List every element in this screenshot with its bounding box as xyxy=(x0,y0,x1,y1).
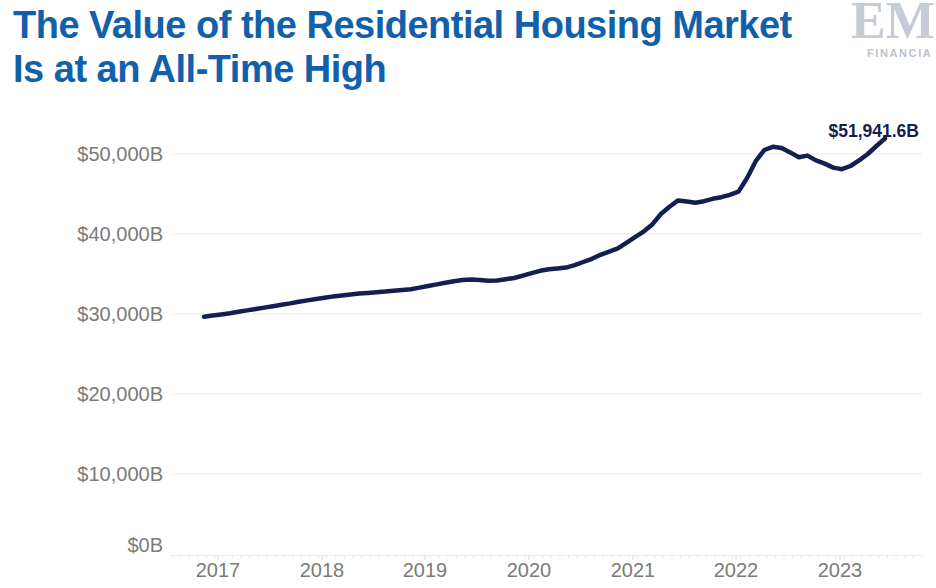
gridlines xyxy=(170,154,922,474)
x-tick-label: 2021 xyxy=(611,559,656,581)
housing-value-line xyxy=(204,139,885,317)
y-tick-label: $50,000B xyxy=(77,143,163,165)
y-tick-label: $0B xyxy=(127,534,163,556)
housing-value-chart: $50,000B $40,000B $30,000B $20,000B $10,000B… xyxy=(0,0,936,588)
x-axis-labels: 2017 2018 2019 2020 2021 2022 2023 xyxy=(196,559,863,581)
y-tick-label: $40,000B xyxy=(77,223,163,245)
latest-value-annotation: $51,941.6B xyxy=(829,121,920,141)
slide-canvas: The Value of the Residential Housing Mar… xyxy=(0,0,936,588)
x-tick-label: 2020 xyxy=(507,559,552,581)
x-tick-label: 2018 xyxy=(300,559,345,581)
y-tick-label: $30,000B xyxy=(77,303,163,325)
x-tick-label: 2022 xyxy=(714,559,759,581)
y-tick-label: $20,000B xyxy=(77,383,163,405)
y-tick-label: $10,000B xyxy=(77,463,163,485)
y-axis-labels: $50,000B $40,000B $30,000B $20,000B $10,000B… xyxy=(77,143,163,556)
x-tick-label: 2017 xyxy=(196,559,241,581)
x-tick-label: 2019 xyxy=(403,559,448,581)
x-tick-label: 2023 xyxy=(818,559,863,581)
